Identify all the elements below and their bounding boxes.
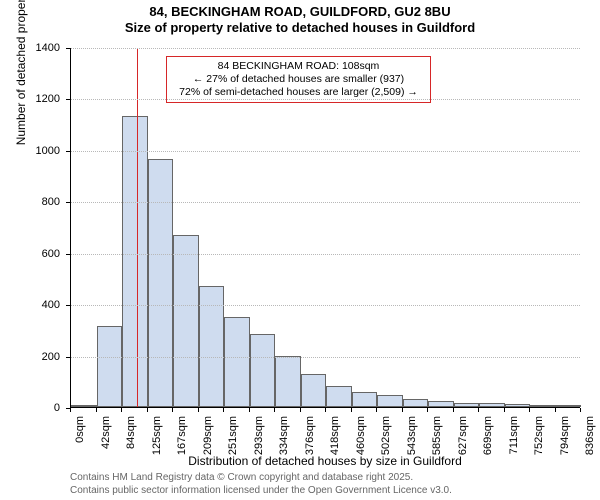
x-tick-label: 752sqm	[533, 416, 545, 476]
y-axis-label: Number of detached properties	[14, 0, 28, 145]
y-tick-mark	[66, 151, 70, 152]
x-tick-mark	[223, 408, 224, 412]
x-tick-mark	[249, 408, 250, 412]
x-tick-label: 293sqm	[253, 416, 265, 476]
bar	[377, 395, 403, 407]
x-tick-label: 460sqm	[355, 416, 367, 476]
bar	[403, 399, 429, 407]
bar	[454, 403, 480, 407]
x-tick-label: 334sqm	[278, 416, 290, 476]
y-tick-mark	[66, 99, 70, 100]
x-tick-mark	[351, 408, 352, 412]
x-tick-label: 84sqm	[125, 416, 137, 476]
x-tick-label: 836sqm	[584, 416, 596, 476]
x-tick-mark	[325, 408, 326, 412]
x-tick-mark	[504, 408, 505, 412]
x-tick-mark	[453, 408, 454, 412]
bar	[352, 392, 378, 407]
x-tick-label: 167sqm	[176, 416, 188, 476]
x-tick-mark	[198, 408, 199, 412]
y-tick-mark	[66, 254, 70, 255]
bar	[71, 405, 97, 407]
chart-container: 84, BECKINGHAM ROAD, GUILDFORD, GU2 8BU …	[0, 0, 600, 500]
marker-line	[137, 48, 138, 407]
bar	[301, 374, 327, 407]
x-tick-label: 209sqm	[202, 416, 214, 476]
x-tick-mark	[402, 408, 403, 412]
x-tick-label: 251sqm	[227, 416, 239, 476]
x-tick-label: 42sqm	[100, 416, 112, 476]
x-tick-mark	[529, 408, 530, 412]
bar	[173, 235, 199, 407]
bar	[224, 317, 250, 407]
y-tick-label: 1400	[10, 42, 60, 54]
x-tick-mark	[376, 408, 377, 412]
y-gridline	[71, 151, 580, 152]
y-tick-mark	[66, 48, 70, 49]
x-tick-mark	[147, 408, 148, 412]
y-tick-label: 400	[10, 299, 60, 311]
bar	[479, 403, 505, 407]
x-tick-mark	[70, 408, 71, 412]
y-tick-mark	[66, 357, 70, 358]
chart-title: 84, BECKINGHAM ROAD, GUILDFORD, GU2 8BU …	[0, 4, 600, 37]
y-tick-label: 1000	[10, 145, 60, 157]
x-tick-label: 627sqm	[457, 416, 469, 476]
x-tick-mark	[427, 408, 428, 412]
y-tick-label: 800	[10, 196, 60, 208]
y-gridline	[71, 305, 580, 306]
x-tick-label: 711sqm	[508, 416, 520, 476]
bar	[250, 334, 276, 407]
x-tick-mark	[274, 408, 275, 412]
x-tick-label: 376sqm	[304, 416, 316, 476]
footer-line-2: Contains public sector information licen…	[70, 485, 452, 498]
y-gridline	[71, 254, 580, 255]
x-axis-label: Distribution of detached houses by size …	[70, 454, 580, 468]
plot-area: 84 BECKINGHAM ROAD: 108sqm ← 27% of deta…	[70, 48, 580, 408]
y-tick-mark	[66, 202, 70, 203]
x-tick-mark	[580, 408, 581, 412]
annotation-line-3: 72% of semi-detached houses are larger (…	[173, 86, 424, 99]
y-gridline	[71, 48, 580, 49]
y-tick-label: 0	[10, 402, 60, 414]
x-tick-label: 125sqm	[151, 416, 163, 476]
x-tick-label: 585sqm	[431, 416, 443, 476]
x-tick-mark	[555, 408, 556, 412]
bar	[148, 159, 174, 407]
x-tick-label: 418sqm	[329, 416, 341, 476]
x-tick-label: 0sqm	[74, 416, 86, 476]
bar	[556, 405, 582, 407]
x-tick-mark	[121, 408, 122, 412]
title-line-1: 84, BECKINGHAM ROAD, GUILDFORD, GU2 8BU	[0, 4, 600, 20]
bar	[530, 405, 556, 407]
bar	[326, 386, 352, 407]
x-tick-mark	[96, 408, 97, 412]
y-tick-label: 600	[10, 248, 60, 260]
y-gridline	[71, 99, 580, 100]
y-tick-label: 200	[10, 351, 60, 363]
x-tick-label: 669sqm	[482, 416, 494, 476]
title-line-2: Size of property relative to detached ho…	[0, 20, 600, 36]
y-gridline	[71, 202, 580, 203]
annotation-line-1: 84 BECKINGHAM ROAD: 108sqm	[173, 60, 424, 73]
annotation-box: 84 BECKINGHAM ROAD: 108sqm ← 27% of deta…	[166, 56, 431, 103]
bar	[428, 401, 454, 407]
x-tick-label: 502sqm	[380, 416, 392, 476]
x-tick-label: 543sqm	[406, 416, 418, 476]
y-gridline	[71, 357, 580, 358]
bar	[122, 116, 148, 407]
bar	[505, 404, 531, 407]
x-tick-mark	[172, 408, 173, 412]
y-tick-mark	[66, 305, 70, 306]
x-tick-label: 794sqm	[559, 416, 571, 476]
x-tick-mark	[478, 408, 479, 412]
bar	[275, 356, 301, 407]
annotation-line-2: ← 27% of detached houses are smaller (93…	[173, 73, 424, 86]
x-tick-mark	[300, 408, 301, 412]
bar	[97, 326, 123, 407]
y-tick-label: 1200	[10, 93, 60, 105]
